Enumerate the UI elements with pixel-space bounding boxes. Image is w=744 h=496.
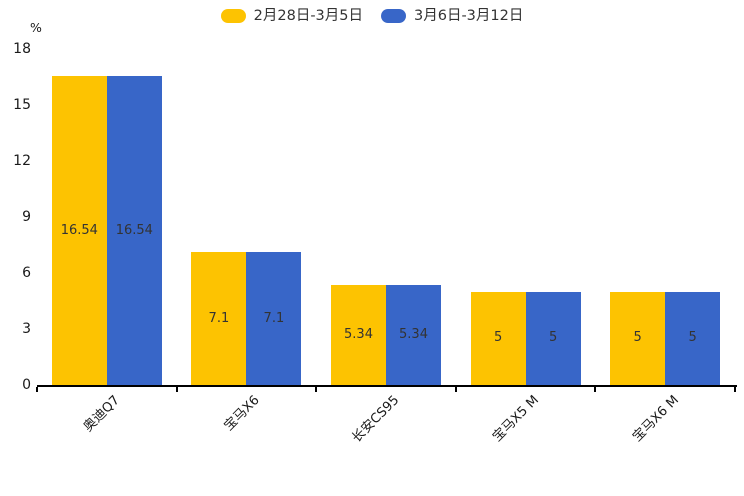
x-axis-tick xyxy=(594,387,597,392)
bar-value-label: 16.54 xyxy=(60,222,98,238)
bar-value-label: 7.1 xyxy=(263,310,285,326)
bar-value-label: 5 xyxy=(548,330,558,346)
bar: 7.1 xyxy=(246,252,302,385)
bar: 5 xyxy=(525,291,581,385)
y-axis-tick-label: 15 xyxy=(13,97,31,113)
bar: 7.1 xyxy=(191,252,247,385)
bar: 16.54 xyxy=(106,76,162,385)
bar: 5 xyxy=(665,291,721,385)
bar-value-label: 16.54 xyxy=(115,222,153,238)
y-axis-tick-label: 18 xyxy=(13,41,31,57)
bar: 5 xyxy=(610,291,666,385)
bar-value-label: 5.34 xyxy=(344,327,373,343)
y-axis-tick-label: 9 xyxy=(22,209,31,225)
bar-value-label: 5.34 xyxy=(399,327,428,343)
bar-value-label: 5 xyxy=(493,330,503,346)
legend-item-week1[interactable]: 2月28日-3月5日 xyxy=(220,6,363,26)
bar: 5.34 xyxy=(331,285,386,385)
x-axis-line xyxy=(37,385,737,387)
x-axis-tick xyxy=(36,387,38,392)
bar-value-label: 7.1 xyxy=(208,310,230,326)
plot-area: 16.54 7.1 5.34 5 5 16.54 7.1 5.34 5 5 xyxy=(37,49,735,385)
bar-value-label: 5 xyxy=(688,330,697,346)
x-axis-tick xyxy=(315,387,318,392)
y-axis-tick-label: 0 xyxy=(22,377,31,393)
bar-value-label: 5 xyxy=(633,330,642,346)
bar: 16.54 xyxy=(51,76,107,385)
y-axis-tick-label: 6 xyxy=(22,265,31,281)
bar: 5.34 xyxy=(386,285,441,385)
x-axis-tick xyxy=(175,387,178,392)
y-axis-tick-label: 3 xyxy=(22,321,31,337)
x-axis-tick xyxy=(734,387,736,392)
x-axis-tick xyxy=(454,387,457,392)
bar: 5 xyxy=(470,291,526,385)
legend-swatch-week2 xyxy=(381,9,406,23)
chart-legend: 2月28日-3月5日 3月6日-3月12日 xyxy=(0,6,744,26)
legend-item-week2[interactable]: 3月6日-3月12日 xyxy=(381,6,523,26)
y-axis-tick-label: 12 xyxy=(13,153,31,169)
legend-label-week2: 3月6日-3月12日 xyxy=(414,8,524,24)
y-axis-unit-label: % xyxy=(30,20,42,35)
legend-swatch-week1 xyxy=(220,9,246,23)
legend-label-week1: 2月28日-3月5日 xyxy=(253,8,363,24)
